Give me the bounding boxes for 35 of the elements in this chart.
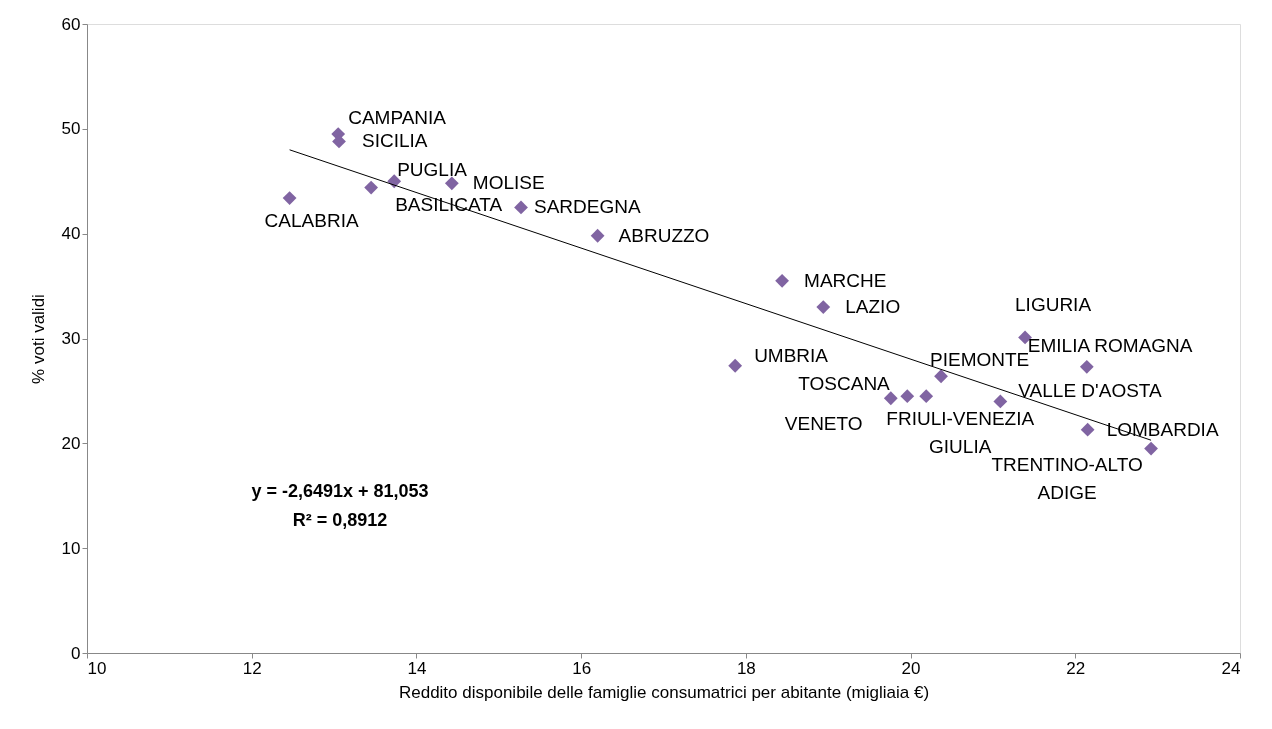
annotation: EMILIA ROMAGNA (1027, 334, 1193, 356)
annotation: LAZIO (845, 296, 901, 318)
y-tick-label: 0 (71, 643, 81, 663)
annotation: CALABRIA (264, 210, 359, 232)
annotation: SARDEGNA (534, 196, 641, 218)
x-tick-label: 22 (1066, 658, 1086, 678)
y-tick-label: 30 (61, 329, 81, 348)
annotation: CAMPANIA (348, 107, 447, 129)
y-tick-label: 20 (61, 433, 81, 453)
x-axis-title: Reddito disponibile delle famiglie consumatrici per abitante (migliaia €) (398, 682, 930, 702)
annotation: VALLE D'AOSTA (1018, 380, 1163, 402)
x-tick-label: 12 (242, 658, 262, 678)
annotation: UMBRIA (754, 344, 829, 366)
y-tick-label: 40 (61, 224, 81, 244)
annotation: ABRUZZO (618, 224, 710, 246)
annotation: MOLISE (472, 172, 545, 194)
x-tick-label: 16 (572, 658, 592, 678)
y-tick-label: 60 (61, 14, 81, 34)
y-axis-title: % voti validi (28, 294, 48, 384)
x-tick-label: 10 (87, 658, 107, 678)
annotation: PUGLIA (397, 159, 468, 181)
y-tick-label: 10 (61, 538, 81, 558)
annotation: TOSCANA (798, 373, 891, 395)
annotation: VENETO (784, 413, 863, 435)
x-tick-label: 18 (736, 658, 756, 678)
x-tick-label: 24 (1221, 658, 1241, 678)
annotation: R² = 0,8912 (292, 510, 388, 530)
annotation: MARCHE (804, 269, 887, 291)
annotation: LIGURIA (1015, 294, 1092, 316)
annotation: SICILIA (362, 130, 428, 152)
annotation: y = -2,6491x + 81,053 (251, 481, 429, 501)
x-tick-label: 14 (407, 658, 427, 678)
annotation: PIEMONTE (930, 349, 1030, 371)
x-tick-label: 20 (901, 658, 921, 678)
y-tick-label: 50 (61, 119, 81, 139)
